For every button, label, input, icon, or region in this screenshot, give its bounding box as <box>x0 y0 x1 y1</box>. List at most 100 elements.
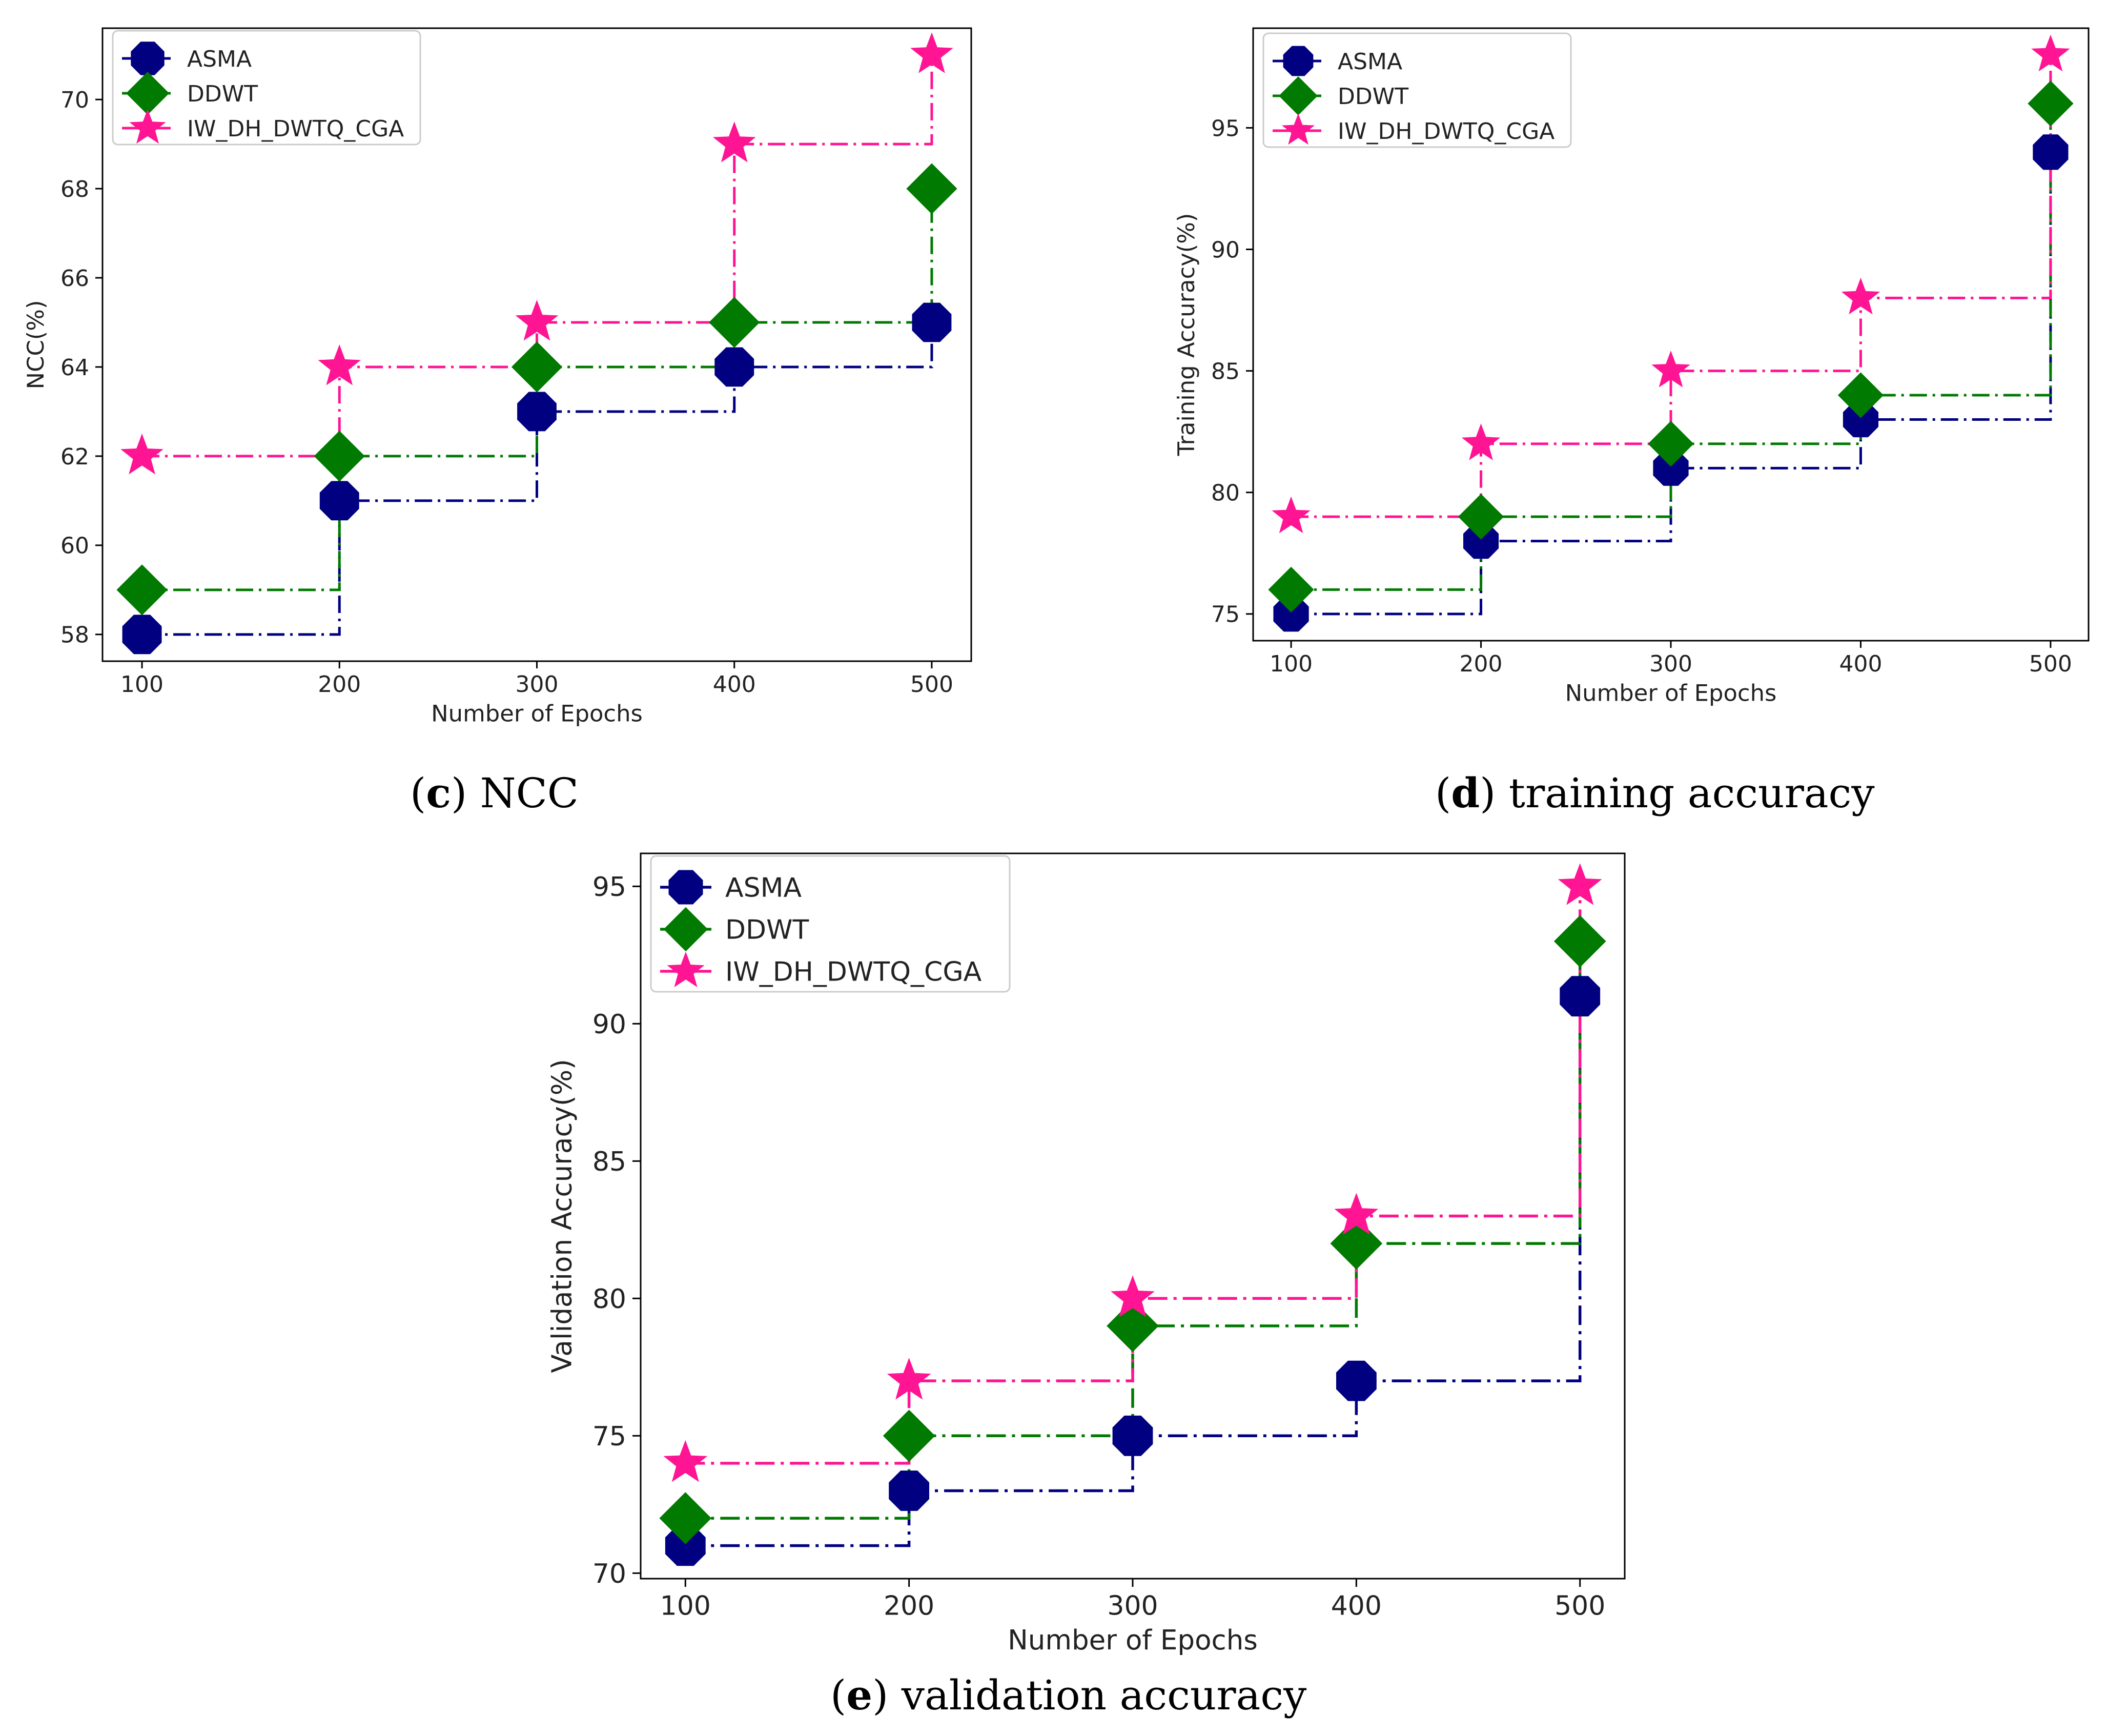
data-point-star <box>712 121 756 162</box>
y-tick-label: 68 <box>60 176 89 202</box>
y-tick-label: 64 <box>60 355 89 381</box>
legend-marker-star <box>667 951 705 987</box>
legend-label: DDWT <box>725 915 809 946</box>
data-point-octagon <box>1273 596 1309 632</box>
legend-label: ASMA <box>725 873 802 904</box>
y-tick-label: 80 <box>592 1284 626 1315</box>
series-group <box>116 32 957 655</box>
data-point-octagon <box>1463 523 1499 559</box>
data-point-star <box>1111 1275 1155 1317</box>
y-axis-label: Training Accuracy(%) <box>1173 213 1200 457</box>
x-tick-label: 100 <box>1270 651 1313 677</box>
data-point-octagon <box>665 1525 706 1566</box>
data-point-octagon <box>1560 976 1601 1017</box>
x-tick-label: 200 <box>1460 651 1503 677</box>
data-point-star <box>910 32 953 73</box>
data-point-diamond <box>1553 915 1606 968</box>
x-tick-label: 400 <box>1331 1591 1382 1622</box>
ncc-chart: 100 200 300 400 500 58 60 62 64 66 68 70 Number of E… <box>22 27 972 727</box>
legend-label: DDWT <box>187 81 258 107</box>
legend: ASMA DDWT IW_DH_DWTQ_CGA <box>112 30 421 146</box>
data-point-diamond <box>1330 1217 1383 1270</box>
x-tick-label: 300 <box>516 671 559 698</box>
data-point-star <box>1651 351 1690 387</box>
y-tick-label: 85 <box>592 1147 626 1177</box>
legend-marker-star <box>1282 113 1315 145</box>
y-tick-label: 95 <box>592 872 626 903</box>
x-tick-label: 100 <box>660 1591 711 1622</box>
legend: ASMA DDWT IW_DH_DWTQ_CGA <box>1262 32 1572 148</box>
caption-text: NCC <box>480 769 579 817</box>
data-point-star <box>1558 863 1602 905</box>
y-axis-label: NCC(%) <box>22 300 49 390</box>
data-point-star <box>120 433 163 475</box>
caption-ncc: (c) NCC <box>410 769 579 817</box>
data-point-octagon <box>1336 1360 1377 1401</box>
caption-training: (d) training accuracy <box>1435 769 1875 817</box>
y-tick-label: 75 <box>1211 602 1240 628</box>
x-tick-label: 300 <box>1649 651 1692 677</box>
series-line-iw-dh-dwtq-cga <box>142 55 933 458</box>
data-point-diamond <box>1458 494 1504 540</box>
legend-box <box>650 855 1011 993</box>
y-tick-label: 90 <box>1211 237 1240 263</box>
y-tick-label: 85 <box>1211 358 1240 384</box>
data-point-star <box>1334 1193 1379 1235</box>
data-point-star <box>318 344 361 385</box>
legend-marker-octagon <box>131 42 165 75</box>
legend-box <box>112 30 421 146</box>
caption-letter: c <box>426 769 451 817</box>
legend-marker-diamond <box>663 907 708 952</box>
legend-label: IW_DH_DWTQ_CGA <box>187 116 404 142</box>
x-axis-label: Number of Epochs <box>1565 679 1777 706</box>
x-tick-label: 400 <box>713 671 756 698</box>
legend-marker-octagon <box>668 870 703 905</box>
caption-text: validation accuracy <box>901 1671 1307 1719</box>
y-tick-label: 62 <box>60 444 89 470</box>
data-point-octagon <box>1112 1415 1153 1456</box>
x-axis-label: Number of Epochs <box>431 700 643 727</box>
legend-label: IW_DH_DWTQ_CGA <box>1338 118 1554 145</box>
validation-accuracy-chart: 100 200 300 400 500 70 75 80 85 90 95 Number of Epo… <box>546 852 1626 1656</box>
legend-label: IW_DH_DWTQ_CGA <box>725 957 982 988</box>
caption-text: training accuracy <box>1508 769 1875 817</box>
x-tick-label: 500 <box>1554 1591 1605 1622</box>
data-point-diamond <box>314 431 365 482</box>
data-point-diamond <box>1837 372 1884 418</box>
x-tick-label: 500 <box>2029 651 2072 677</box>
data-point-star <box>1272 496 1311 534</box>
data-point-diamond <box>1107 1300 1159 1352</box>
legend-marker-diamond <box>1279 76 1318 115</box>
caption-validation: (e) validation accuracy <box>830 1671 1307 1719</box>
series-group <box>659 863 1606 1566</box>
x-tick-label: 500 <box>910 671 953 698</box>
y-tick-label: 95 <box>1211 115 1240 141</box>
data-point-star <box>1841 277 1880 315</box>
x-tick-label: 200 <box>884 1591 934 1622</box>
legend-label: ASMA <box>1338 49 1402 75</box>
data-point-diamond <box>2028 80 2074 127</box>
y-tick-label: 80 <box>1211 480 1240 506</box>
data-point-octagon <box>889 1471 929 1511</box>
series-line-ddwt <box>1291 104 2052 591</box>
data-point-star <box>1461 423 1501 460</box>
data-point-star <box>887 1358 931 1400</box>
legend-label: DDWT <box>1338 84 1408 110</box>
training-accuracy-chart: 100 200 300 400 500 75 80 85 90 95 Number of Epoch… <box>1173 27 2090 706</box>
x-tick-label: 400 <box>1839 651 1882 677</box>
data-point-octagon <box>122 615 162 655</box>
y-tick-label: 58 <box>60 622 89 648</box>
x-axis-label: Number of Epochs <box>1008 1624 1258 1656</box>
y-tick-label: 70 <box>60 87 89 113</box>
y-tick-label: 75 <box>592 1421 626 1452</box>
data-point-diamond <box>511 341 563 393</box>
data-point-star <box>515 300 559 341</box>
caption-letter: d <box>1451 769 1480 817</box>
data-point-octagon <box>1653 450 1689 486</box>
x-tick-label: 300 <box>1107 1591 1158 1622</box>
legend-marker-octagon <box>1283 46 1314 76</box>
data-point-diamond <box>1268 566 1314 613</box>
data-point-octagon <box>319 481 359 521</box>
data-point-diamond <box>116 564 168 616</box>
y-tick-label: 90 <box>592 1009 626 1040</box>
